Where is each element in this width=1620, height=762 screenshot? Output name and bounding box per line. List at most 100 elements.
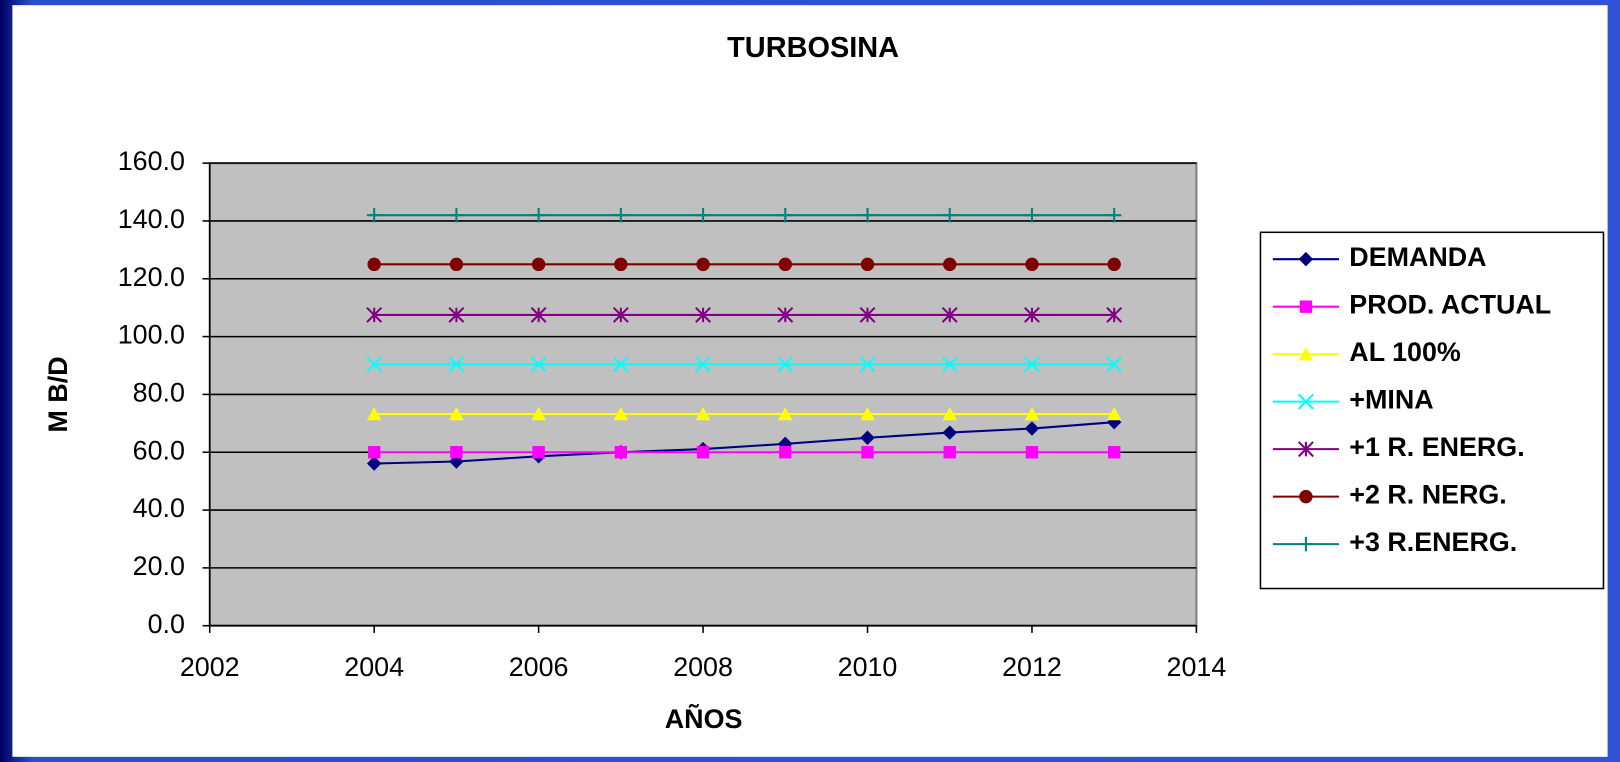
marker: [695, 356, 712, 373]
marker: [696, 257, 710, 272]
marker: [942, 207, 957, 223]
marker: [367, 257, 381, 272]
x-tick-label: 2008: [673, 652, 733, 682]
marker: [1106, 306, 1123, 323]
marker: [778, 257, 793, 272]
marker: [613, 207, 629, 223]
marker: [1298, 536, 1314, 552]
y-tick-label: 60.0: [133, 435, 185, 465]
marker: [777, 306, 794, 323]
marker: [449, 257, 464, 272]
marker: [1024, 421, 1040, 436]
marker: [942, 425, 957, 440]
x-axis-label: AÑOS: [665, 703, 743, 734]
marker: [943, 257, 957, 272]
marker: [448, 356, 465, 373]
marker: [1024, 207, 1040, 223]
chart-title: TURBOSINA: [727, 32, 899, 64]
marker: [859, 356, 876, 373]
y-tick-label: 120.0: [118, 262, 185, 292]
marker: [366, 456, 382, 471]
x-tick-label: 2006: [509, 652, 569, 682]
marker: [613, 406, 629, 421]
marker: [366, 306, 383, 323]
marker: [612, 306, 629, 323]
marker: [860, 207, 875, 223]
marker: [1106, 356, 1123, 373]
x-tick-label: 2014: [1167, 652, 1227, 682]
marker: [367, 446, 381, 459]
marker: [614, 446, 628, 459]
marker: [366, 406, 382, 421]
marker: [860, 430, 875, 446]
marker: [860, 257, 875, 272]
marker: [366, 356, 383, 373]
y-tick-label: 140.0: [118, 204, 185, 234]
marker: [695, 406, 711, 421]
marker: [696, 446, 710, 459]
marker: [1297, 441, 1314, 458]
marker: [530, 356, 547, 373]
marker: [695, 207, 711, 223]
marker: [614, 257, 628, 272]
marker: [1297, 393, 1314, 410]
legend-label: AL 100%: [1349, 337, 1461, 367]
marker: [449, 406, 464, 421]
marker: [1106, 207, 1122, 223]
marker: [1023, 356, 1040, 373]
marker: [942, 406, 957, 421]
marker: [1025, 446, 1039, 459]
marker: [530, 306, 547, 323]
marker: [1107, 257, 1121, 272]
y-tick-label: 20.0: [133, 551, 185, 581]
y-tick-label: 80.0: [133, 378, 185, 408]
series-line: [374, 421, 1115, 465]
marker: [778, 406, 793, 421]
marker: [1023, 306, 1040, 323]
y-axis-label: M B/D: [43, 356, 73, 432]
y-tick-label: 0.0: [148, 609, 185, 639]
legend-label: +MINA: [1349, 385, 1433, 415]
y-tick-label: 40.0: [133, 493, 185, 523]
marker: [366, 207, 382, 223]
marker: [1299, 489, 1313, 504]
y-tick-label: 100.0: [118, 320, 185, 350]
legend: [1259, 231, 1605, 590]
marker: [941, 306, 958, 323]
marker: [695, 306, 712, 323]
marker: [532, 446, 545, 459]
marker: [779, 446, 792, 459]
x-tick-label: 2004: [344, 652, 404, 682]
legend-label: +2 R. NERG.: [1349, 480, 1506, 510]
marker: [943, 446, 956, 459]
marker: [860, 406, 875, 421]
marker: [1299, 300, 1313, 313]
marker: [1106, 406, 1122, 421]
marker: [531, 257, 546, 272]
marker: [861, 446, 874, 459]
y-tick-label: 160.0: [118, 146, 185, 176]
marker: [450, 446, 463, 459]
marker: [1024, 406, 1040, 421]
x-tick-label: 2002: [180, 652, 240, 682]
marker: [449, 207, 464, 223]
legend-label: PROD. ACTUAL: [1349, 290, 1551, 320]
marker: [1107, 446, 1121, 459]
marker: [1025, 257, 1039, 272]
legend-label: +1 R. ENERG.: [1349, 432, 1524, 462]
legend-label: DEMANDA: [1349, 242, 1486, 272]
marker: [612, 356, 629, 373]
legend-label: +3 R.ENERG.: [1349, 527, 1517, 557]
marker: [448, 306, 465, 323]
marker: [1298, 251, 1314, 267]
marker: [531, 207, 546, 223]
x-tick-label: 2010: [838, 652, 898, 682]
marker: [778, 207, 793, 223]
marker: [777, 356, 794, 373]
marker: [859, 306, 876, 323]
marker: [941, 356, 958, 373]
marker: [1298, 346, 1314, 361]
marker: [531, 406, 546, 421]
